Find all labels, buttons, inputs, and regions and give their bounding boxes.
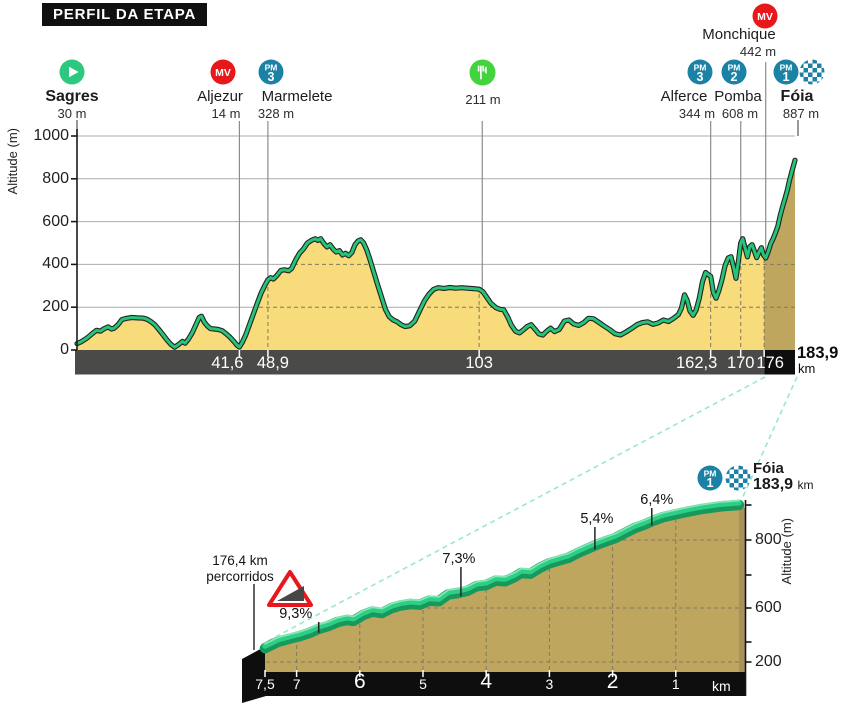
gradient-label: 7,3% bbox=[442, 551, 476, 567]
main-x-axis-band bbox=[75, 350, 795, 375]
zoom-summit-name: Fóia bbox=[753, 460, 784, 477]
waypoint-elevation-alferce: 344 m bbox=[678, 106, 716, 121]
zoom-x-tick: 3 bbox=[545, 676, 554, 692]
waypoint-name-foia: Fóia bbox=[780, 88, 814, 105]
waypoint-name-marmelete: Marmelete bbox=[261, 88, 333, 105]
zoom-x-tick: 5 bbox=[419, 676, 427, 692]
zoom-elevation-area bbox=[265, 505, 739, 672]
zoom-x-axis-band bbox=[242, 646, 745, 703]
pm1-climb-icon: PM 1 bbox=[697, 465, 723, 491]
main-y-axis-title: Altitude (m) bbox=[5, 128, 20, 195]
main-y-tick: 0 bbox=[60, 341, 69, 358]
svg-text:PM: PM bbox=[694, 63, 707, 73]
zoom-x-tick: 7 bbox=[292, 676, 301, 692]
finish-checkered-icon bbox=[799, 59, 825, 85]
final-climb-highlight-area bbox=[764, 160, 795, 350]
zoom-x-tick: 2 bbox=[606, 670, 619, 693]
svg-text:2: 2 bbox=[731, 70, 738, 84]
pm3-climb-icon: PM 3 bbox=[258, 59, 284, 85]
main-x-tick: 103 bbox=[465, 354, 493, 372]
main-x-tick: 162,3 bbox=[676, 354, 718, 372]
elevation-line bbox=[75, 158, 797, 349]
zoom-elevation-line bbox=[262, 500, 742, 649]
waypoint-name-pomba: Pomba bbox=[714, 88, 762, 105]
zoom-y-axis-title: Altitude (m) bbox=[779, 518, 794, 585]
svg-text:PM: PM bbox=[704, 469, 717, 479]
svg-text:MV: MV bbox=[215, 67, 231, 79]
gradient-label: 9,3% bbox=[279, 606, 313, 622]
start-icon bbox=[59, 59, 85, 85]
finish-checkered-icon bbox=[725, 465, 751, 491]
total-distance-value: 183,9 bbox=[797, 344, 839, 362]
svg-text:PM: PM bbox=[780, 63, 793, 73]
zoom-x-tick: 1 bbox=[671, 676, 680, 692]
waypoint-name-sagres: Sagres bbox=[45, 88, 99, 105]
main-y-tick: 600 bbox=[42, 212, 69, 230]
total-distance-unit: km bbox=[798, 361, 816, 376]
zoom-y-axis bbox=[744, 500, 752, 696]
gradient-label: 5,4% bbox=[580, 511, 614, 527]
main-y-axis bbox=[71, 129, 78, 351]
zoom-x-axis-unit: km bbox=[712, 678, 731, 694]
svg-text:PM: PM bbox=[728, 63, 741, 73]
svg-text:1: 1 bbox=[707, 476, 714, 490]
waypoint-name-monchique: Monchique bbox=[702, 26, 776, 43]
main-x-tick: 170 bbox=[726, 354, 755, 372]
feed-zone-icon bbox=[469, 59, 496, 86]
main-x-tick: 41,6 bbox=[211, 354, 244, 372]
elevation-area bbox=[77, 160, 795, 350]
zoom-x-tick: 4 bbox=[480, 670, 493, 693]
main-y-tick: 400 bbox=[42, 255, 69, 273]
svg-text:3: 3 bbox=[268, 70, 275, 84]
waypoint-elevation-aljezur: 14 m bbox=[211, 106, 241, 121]
waypoint-elevation-feedzone: 211 m bbox=[465, 92, 501, 107]
ridden-distance-label: 176,4 km percorridos bbox=[206, 553, 274, 584]
zoom-x-tick: 7,5 bbox=[255, 676, 275, 692]
svg-text:PM: PM bbox=[265, 63, 278, 73]
zoom-connector-lines bbox=[265, 376, 798, 643]
gradient-label: 6,4% bbox=[640, 492, 674, 508]
main-profile-chart bbox=[74, 62, 799, 357]
mountain-sprint-icon: MV bbox=[210, 59, 236, 85]
zoom-y-tick: 200 bbox=[755, 653, 782, 670]
waypoint-elevation-foia: 887 m bbox=[782, 106, 820, 121]
mountain-sprint-icon: MV bbox=[752, 3, 778, 29]
main-y-tick: 1000 bbox=[33, 127, 69, 144]
waypoint-name-alferce: Alferce bbox=[660, 88, 708, 105]
waypoint-name-aljezur: Aljezur bbox=[197, 88, 243, 105]
steep-climb-warning-icon bbox=[267, 570, 313, 607]
zoom-y-tick: 800 bbox=[755, 531, 782, 548]
main-x-tick: 48,9 bbox=[256, 354, 289, 372]
zoom-x-tick: 6 bbox=[353, 670, 366, 693]
svg-text:MV: MV bbox=[757, 11, 773, 23]
main-y-tick: 200 bbox=[42, 298, 69, 316]
zoom-y-tick: 600 bbox=[755, 599, 782, 616]
zoom-profile-chart bbox=[259, 499, 745, 677]
svg-text:1: 1 bbox=[783, 70, 790, 84]
pm2-climb-icon: PM 2 bbox=[721, 59, 747, 85]
main-y-tick: 800 bbox=[42, 169, 69, 187]
waypoint-elevation-monchique: 442 m bbox=[739, 44, 777, 59]
waypoint-elevation-pomba: 608 m bbox=[721, 106, 759, 121]
main-x-tick: 176 bbox=[756, 354, 784, 372]
page-title: PERFIL DA ETAPA bbox=[42, 3, 208, 26]
pm3-climb-icon: PM 3 bbox=[687, 59, 713, 85]
waypoint-elevation-marmelete: 328 m bbox=[257, 106, 295, 121]
waypoint-elevation-sagres: 30 m bbox=[57, 106, 87, 121]
zoom-summit-distance: 183,9 km bbox=[753, 476, 814, 493]
pm1-climb-icon: PM 1 bbox=[773, 59, 799, 85]
svg-text:3: 3 bbox=[697, 70, 704, 84]
